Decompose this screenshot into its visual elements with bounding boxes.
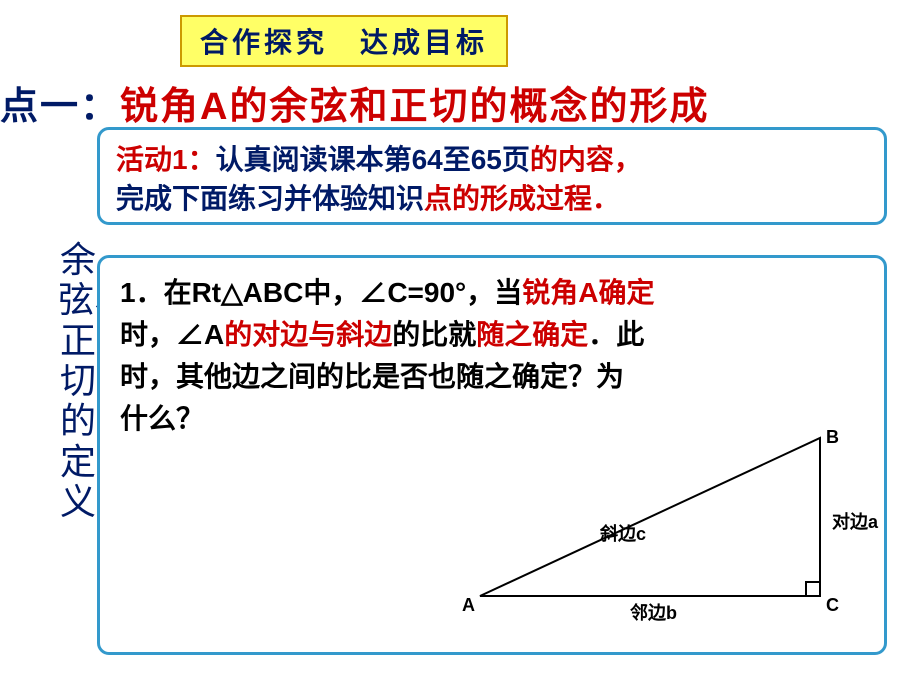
heading-prefix: 点一：: [0, 86, 120, 128]
q-p1b: 锐角A确定: [522, 277, 654, 308]
heading-main: 锐角A的余弦和正切的概念的形成: [120, 86, 709, 128]
question-box: 1．在Rt△ABC中，∠C=90°，当锐角A确定 时，∠A的对边与斜边的比就随之…: [97, 255, 887, 655]
activity-box: 活动1：认真阅读课本第64至65页的内容， 完成下面练习并体验知识点的形成过程．: [97, 127, 887, 225]
activity-label: 活动1：: [116, 144, 216, 175]
label-adjacent: 邻边b: [630, 600, 677, 627]
activity-t5: 点的形成过程．: [424, 183, 620, 214]
section-heading: 点一：锐角A的余弦和正切的概念的形成: [0, 75, 709, 130]
q-p3a: 时，: [120, 361, 176, 392]
right-angle-mark: [806, 582, 820, 596]
vertical-label: 余弦、正切的定义: [58, 240, 98, 522]
vertex-c: C: [826, 592, 839, 619]
q-p4: 什么？: [120, 403, 204, 434]
label-hypotenuse: 斜边c: [600, 521, 646, 548]
banner: 合作探究 达成目标: [180, 15, 508, 67]
banner-text: 合作探究 达成目标: [200, 28, 488, 59]
q-p2c: 的比就: [392, 319, 476, 350]
q-p2a: 时，∠A: [120, 319, 224, 350]
q-p2b: 的对边与斜边: [224, 319, 392, 350]
label-opposite: 对边a: [832, 509, 878, 536]
q-p1a: 1．在Rt△ABC中，∠C=90°，当: [120, 277, 522, 308]
q-p3b: 其他边之间的比是否也随之确定？为: [176, 361, 624, 392]
question-text: 1．在Rt△ABC中，∠C=90°，当锐角A确定 时，∠A的对边与斜边的比就随之…: [120, 272, 864, 440]
activity-t3: 的内容，: [530, 144, 642, 175]
activity-t4: 完成下面练习并体验知识: [116, 183, 424, 214]
activity-t1: 认真阅读课: [216, 144, 356, 175]
vertex-a: A: [462, 592, 475, 619]
q-p2e: ．此: [588, 319, 644, 350]
triangle-shape: [480, 438, 820, 596]
triangle-diagram: A B C 斜边c 对边a 邻边b: [460, 428, 880, 638]
vertex-b: B: [826, 424, 839, 451]
activity-pages: 本第64至65页: [356, 144, 530, 175]
q-p2d: 随之确定: [476, 319, 588, 350]
